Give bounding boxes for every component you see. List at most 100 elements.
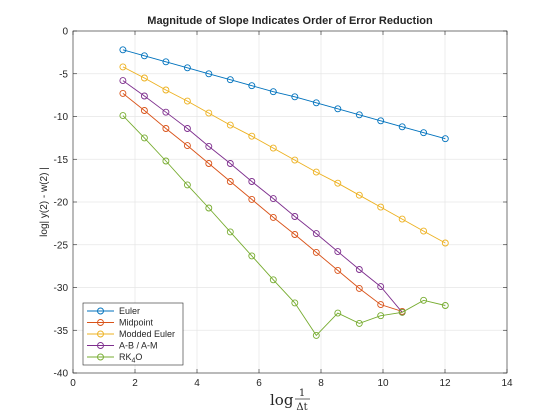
legend-item-rk: RK4O	[87, 352, 142, 365]
x-tick-label: 14	[501, 378, 513, 389]
series-line-a-b-a-m	[122, 80, 403, 313]
legend-label: RK4O	[119, 352, 142, 365]
x-tick-label: 6	[256, 378, 262, 389]
y-axis-label: log| y(2) - w(2) |	[39, 167, 50, 237]
data-point-rk	[398, 308, 406, 316]
data-point-rk	[162, 157, 170, 165]
x-tick-label: 2	[132, 378, 138, 389]
series-rk	[119, 112, 449, 339]
legend-label-text: Midpoint	[119, 318, 154, 328]
series-euler	[119, 46, 449, 143]
legend-label: A-B / A-M	[119, 341, 158, 351]
data-point-midpoint	[140, 107, 148, 114]
data-point-modded-euler	[269, 144, 277, 152]
data-point-rk	[226, 228, 234, 236]
data-point-a-b-a-m	[377, 283, 385, 291]
data-point-midpoint	[226, 178, 234, 185]
data-point-a-b-a-m	[248, 178, 256, 185]
data-point-midpoint	[312, 248, 320, 256]
series-a-b-a-m	[119, 77, 406, 316]
legend-label: Modded Euler	[119, 329, 175, 339]
data-point-euler	[269, 88, 277, 96]
data-point-modded-euler	[119, 63, 127, 71]
data-point-a-b-a-m	[312, 230, 320, 238]
legend-swatch-marker	[97, 307, 104, 315]
legend-label: Midpoint	[119, 318, 154, 328]
data-point-a-b-a-m	[183, 125, 191, 132]
legend-item-modded-euler: Modded Euler	[87, 329, 175, 339]
series-line-midpoint	[122, 93, 403, 312]
y-tick-label: -10	[54, 112, 69, 123]
data-point-rk	[248, 252, 256, 260]
data-point-midpoint	[119, 89, 127, 97]
data-point-midpoint	[355, 284, 363, 292]
x-axis-label-denominator: Δt	[296, 402, 307, 413]
data-point-modded-euler	[420, 227, 428, 235]
data-point-rk	[205, 204, 213, 212]
data-point-a-b-a-m	[226, 160, 234, 167]
legend-label-text: Euler	[119, 306, 140, 316]
legend-swatch-marker	[97, 319, 104, 326]
data-point-modded-euler	[441, 239, 449, 247]
data-point-modded-euler	[205, 109, 213, 117]
legend-label-text: A-B / A-M	[119, 341, 158, 351]
data-point-midpoint	[183, 142, 191, 150]
data-point-midpoint	[334, 266, 342, 274]
y-tick-label: -25	[54, 240, 69, 251]
data-point-a-b-a-m	[355, 266, 363, 273]
data-point-rk	[312, 331, 320, 339]
data-point-rk	[183, 181, 191, 189]
data-point-euler	[355, 111, 363, 119]
data-point-rk	[119, 112, 127, 120]
data-point-a-b-a-m	[334, 248, 342, 256]
data-point-midpoint	[205, 160, 213, 167]
data-point-euler	[441, 135, 449, 143]
y-tick-label: -30	[54, 283, 69, 294]
data-point-midpoint	[377, 301, 385, 309]
x-tick-label: 8	[318, 378, 324, 389]
data-point-euler	[312, 99, 320, 107]
series-line-modded-euler	[122, 66, 446, 244]
data-point-rk	[441, 302, 449, 309]
data-point-a-b-a-m	[269, 195, 277, 203]
data-point-rk	[420, 296, 428, 304]
data-point-modded-euler	[355, 191, 363, 199]
legend-label-suffix: O	[135, 352, 142, 362]
legend-swatch-marker	[97, 330, 104, 338]
x-axis-label-prefix: log	[270, 391, 294, 409]
series-line-rk	[122, 115, 446, 337]
data-point-a-b-a-m	[205, 142, 213, 150]
legend-item-midpoint: Midpoint	[87, 318, 154, 328]
chart-title: Magnitude of Slope Indicates Order of Er…	[147, 15, 433, 27]
data-point-modded-euler	[291, 156, 299, 164]
series-modded-euler	[119, 63, 449, 247]
data-point-euler	[420, 129, 428, 137]
y-tick-label: -40	[54, 369, 69, 380]
data-point-modded-euler	[140, 74, 148, 82]
data-point-midpoint	[269, 213, 277, 221]
data-point-modded-euler	[377, 203, 385, 211]
data-point-euler	[119, 46, 127, 54]
data-point-modded-euler	[162, 86, 170, 94]
data-point-a-b-a-m	[162, 108, 170, 116]
data-point-a-b-a-m	[291, 213, 299, 220]
legend-label-subscript: 4	[132, 358, 136, 365]
data-point-euler	[205, 70, 213, 78]
data-point-modded-euler	[183, 97, 191, 105]
data-point-rk	[377, 312, 385, 320]
y-tick-label: -15	[54, 155, 69, 166]
data-point-euler	[183, 64, 191, 72]
x-tick-label: 10	[377, 378, 389, 389]
data-point-euler	[140, 52, 148, 60]
data-point-rk	[291, 299, 299, 307]
series-layer	[119, 46, 449, 339]
x-axis-label-numerator: 1	[299, 388, 305, 399]
legend-swatch-marker	[97, 353, 104, 361]
data-point-modded-euler	[312, 168, 320, 176]
legend-item-a-b-a-m: A-B / A-M	[87, 341, 158, 351]
legend-label: Euler	[119, 306, 140, 316]
legend-label-text: RK	[119, 352, 132, 362]
data-point-modded-euler	[226, 121, 234, 129]
